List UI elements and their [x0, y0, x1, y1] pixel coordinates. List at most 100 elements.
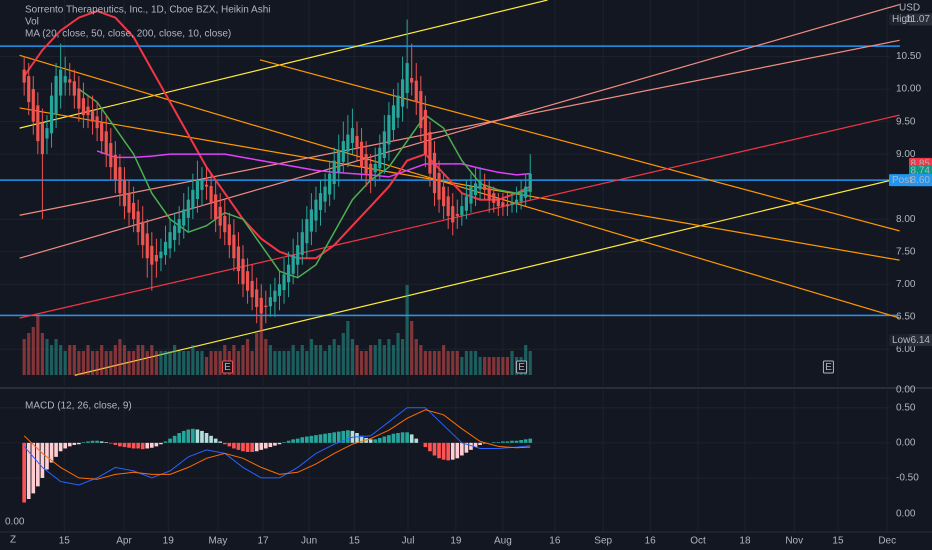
volume-bar [136, 345, 140, 375]
candle-body [232, 234, 236, 259]
candle-body [182, 209, 186, 226]
macd-histogram-bar [45, 442, 49, 470]
candle-body [227, 224, 231, 246]
volume-bar [163, 351, 168, 375]
macd-histogram-bar [54, 442, 58, 457]
macd-histogram-bar [99, 441, 104, 443]
candle-body [191, 189, 195, 209]
macd-histogram-bar [140, 442, 145, 450]
macd-histogram-bar [286, 440, 291, 443]
macd-histogram-bar [77, 442, 81, 445]
volume-bar [27, 333, 31, 375]
candle-body [414, 80, 418, 103]
macd-histogram-bar [118, 442, 122, 447]
candle-body [528, 173, 532, 192]
candle-body [282, 274, 286, 291]
macd-histogram-bar [336, 431, 341, 443]
x-tick-label: Jul [402, 536, 415, 547]
macd-histogram-bar [49, 442, 54, 463]
candle-body [309, 209, 313, 232]
volume-bar [314, 345, 318, 375]
volume-bar [505, 357, 510, 375]
price-label-name: High [892, 14, 913, 25]
candle-body [423, 109, 427, 155]
macd-histogram-bar [154, 442, 159, 447]
macd-histogram-bar [346, 430, 350, 443]
moving-average [78, 88, 531, 279]
macd-histogram-bar [36, 442, 40, 487]
candle-body [400, 79, 405, 107]
candle-body [100, 122, 104, 142]
candle-body [396, 95, 400, 118]
candle-body [305, 219, 309, 244]
x-tick-label: Nov [785, 536, 803, 547]
candle-body [49, 95, 54, 134]
candle-body [104, 131, 108, 155]
macd-histogram-bar [510, 440, 514, 443]
macd-histogram-bar [122, 442, 127, 448]
macd-histogram-bar [327, 433, 332, 443]
candle-body [510, 202, 514, 205]
price-label-value: 8.74 [911, 166, 931, 177]
candle-body [369, 163, 373, 181]
volume-bar [104, 351, 108, 375]
trend-line [19, 3, 900, 259]
y-tick-label: 8.00 [896, 214, 916, 225]
macd-histogram-bar [437, 442, 441, 459]
macd-histogram-bar [409, 434, 414, 443]
volume-bar [113, 345, 117, 375]
candle-body [323, 186, 327, 202]
macd-histogram-bar [482, 442, 487, 444]
candle-body [364, 154, 368, 174]
candle-body [109, 143, 113, 168]
volume-bar [90, 351, 95, 375]
candle-body [255, 289, 259, 307]
candle-body [451, 206, 455, 223]
volume-bar [464, 351, 469, 375]
candle-body [410, 78, 414, 83]
volume-bar [273, 351, 277, 375]
volume-bar [323, 351, 327, 375]
candle-body [31, 89, 35, 122]
candle-body [291, 254, 295, 274]
macd-histogram-bar [282, 442, 286, 443]
macd-histogram-bar [464, 442, 469, 453]
macd-histogram-bar [318, 434, 323, 443]
candle-body [68, 79, 72, 83]
candle-body [163, 241, 168, 255]
trend-line [259, 59, 900, 232]
macd-histogram-bar [131, 442, 136, 449]
moving-average [96, 150, 531, 178]
macd-histogram-bar [387, 435, 391, 443]
macd-histogram-bar [423, 442, 428, 448]
volume-bar [469, 351, 473, 375]
volume-bar [81, 351, 86, 375]
y-tick-label: 10.50 [896, 51, 921, 62]
volume-bar [54, 339, 58, 375]
x-tick-label: 16 [549, 536, 561, 547]
macd-histogram-bar [355, 433, 359, 443]
volume-bar [168, 351, 172, 375]
macd-histogram-bar [268, 442, 273, 448]
macd-histogram-bar [241, 442, 245, 452]
candle-body [524, 186, 528, 198]
macd-histogram-bar [127, 442, 131, 448]
volume-bar [141, 345, 145, 375]
macd-histogram-bar [72, 442, 77, 445]
volume-bar [31, 327, 35, 375]
macd-histogram-bar [245, 442, 250, 452]
candle-body [341, 141, 345, 162]
candle-body [337, 150, 341, 173]
price-label-value-box [909, 334, 932, 347]
y-tick-label: 9.00 [896, 149, 916, 160]
volume-bar [423, 351, 427, 375]
volume-bar [483, 357, 487, 375]
macd-histogram-bar [95, 440, 99, 443]
volume-bar [442, 345, 446, 375]
macd-histogram-bar [181, 430, 186, 443]
volume-bar [328, 345, 332, 375]
candle-body [145, 233, 149, 259]
candle-body [209, 185, 213, 203]
macd-histogram-bar [519, 440, 523, 443]
volume-bar [232, 345, 236, 375]
